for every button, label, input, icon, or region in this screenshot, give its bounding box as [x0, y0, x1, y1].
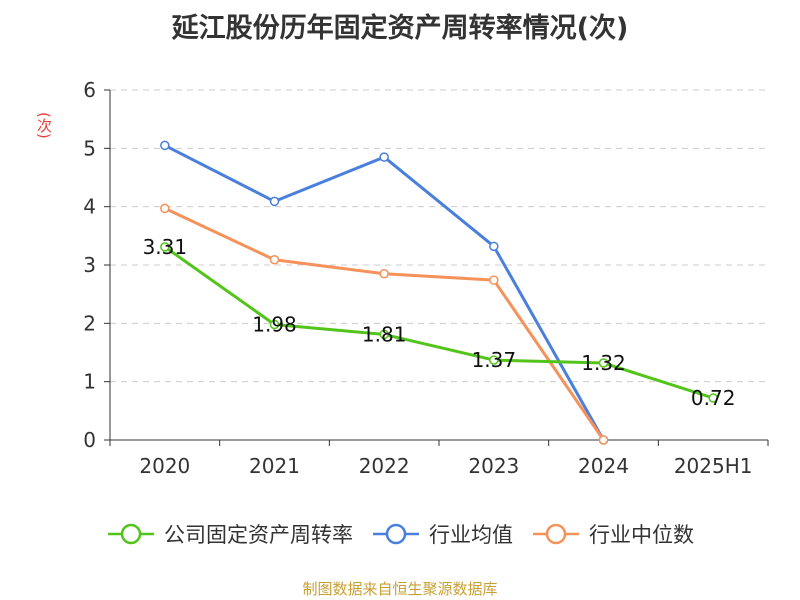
data-label: 1.98 — [252, 313, 297, 337]
y-tick-label: 4 — [83, 195, 96, 219]
x-tick-label: 2022 — [359, 454, 410, 478]
x-tick-label: 2020 — [139, 454, 190, 478]
data-point — [160, 242, 170, 252]
x-tick-label: 2023 — [468, 454, 519, 478]
data-label: 0.72 — [691, 386, 736, 410]
chart-legend: 公司固定资产周转率 行业均值 行业中位数 — [0, 519, 800, 549]
legend-item[interactable]: 公司固定资产周转率 — [106, 519, 353, 549]
legend-label: 公司固定资产周转率 — [164, 523, 353, 547]
data-point — [379, 329, 389, 340]
data-point — [379, 152, 389, 162]
y-tick-label: 3 — [83, 253, 96, 277]
legend-item[interactable]: 行业中位数 — [531, 519, 694, 549]
data-point — [269, 319, 280, 330]
data-point — [598, 435, 609, 445]
data-point — [160, 203, 170, 214]
y-tick-label: 6 — [83, 78, 96, 102]
data-point — [708, 393, 718, 403]
y-axis-unit: (次) — [35, 112, 53, 139]
y-tick-label: 1 — [83, 370, 96, 394]
legend-marker-icon — [533, 523, 579, 545]
y-tick-label: 0 — [83, 428, 96, 452]
data-point — [598, 358, 609, 368]
series-line — [163, 245, 714, 400]
data-point — [160, 140, 170, 151]
x-tick-label: 2024 — [578, 454, 629, 478]
x-tick-label: 2021 — [249, 454, 300, 478]
y-tick-label: 2 — [83, 311, 96, 335]
data-point — [269, 196, 280, 207]
y-tick-label: 5 — [83, 136, 96, 160]
data-source-note: 制图数据来自恒生聚源数据库 — [302, 580, 498, 598]
x-tick-label: 2025H1 — [674, 454, 753, 478]
data-point — [489, 241, 499, 252]
data-label: 1.81 — [362, 322, 407, 346]
legend-label: 行业中位数 — [589, 523, 694, 547]
data-point — [489, 275, 499, 285]
data-point — [489, 355, 499, 365]
legend-label: 行业均值 — [429, 523, 513, 547]
data-label: 3.31 — [143, 235, 188, 259]
data-label: 1.32 — [581, 351, 626, 375]
chart-title: 延江股份历年固定资产周转率情况(次) — [171, 13, 629, 44]
data-label: 1.37 — [472, 348, 517, 372]
data-point — [379, 269, 389, 279]
data-point — [269, 255, 280, 265]
legend-marker-icon — [373, 523, 419, 545]
legend-item[interactable]: 行业均值 — [371, 519, 513, 549]
legend-marker-icon — [108, 523, 154, 545]
